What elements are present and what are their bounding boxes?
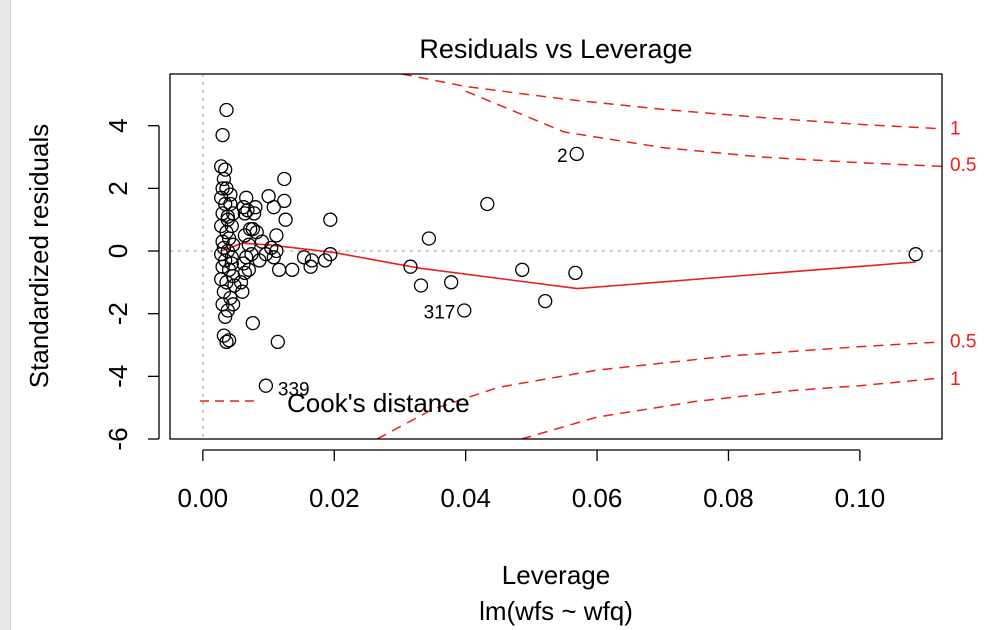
data-point-41 [225, 297, 241, 312]
x-tick-label-0: 0.00 [178, 483, 229, 513]
y-tick-label-5: -6 [103, 427, 133, 450]
data-point-89 [515, 262, 530, 277]
data-point-93 [908, 247, 923, 262]
data-point-70 [285, 262, 300, 277]
data-point-74 [252, 253, 267, 268]
x-tick-label-1: 0.02 [309, 483, 360, 513]
data-point-85 [421, 231, 437, 246]
cooks-label-3: 1 [950, 369, 961, 390]
window-left-edge [0, 0, 11, 630]
y-tick-label-3: -2 [103, 302, 133, 325]
cooks-label-1: 0.5 [950, 155, 976, 176]
chart-title: Residuals vs Leverage [419, 34, 692, 64]
point-label-0: 2 [557, 146, 568, 167]
plot-frame [169, 73, 943, 440]
data-point-36 [221, 333, 237, 348]
data-point-56 [246, 206, 262, 221]
x-tick-label-4: 0.08 [703, 483, 754, 513]
y-axis-label: Standardized residuals [24, 124, 54, 389]
reference-lines [170, 74, 942, 439]
cooks-distance-contours [376, 74, 942, 439]
point-label-1: 317 [424, 303, 456, 324]
y-tick-label-1: 2 [103, 181, 133, 195]
data-point-55 [245, 221, 260, 237]
cooks-contour-lower-0-5 [376, 341, 942, 439]
data-point-69 [271, 262, 287, 277]
data-point-88 [480, 196, 495, 212]
data-point-82 [323, 212, 338, 227]
legend-label: Cook's distance [287, 388, 470, 418]
cooks-contour-upper-0-5 [465, 90, 942, 168]
data-point-0 [219, 102, 234, 118]
data-point-92 [568, 265, 583, 281]
x-tick-label-2: 0.04 [440, 483, 491, 513]
data-point-60 [245, 315, 260, 331]
y-axis: 4 2 0 -2 -4 -6 [103, 118, 160, 451]
data-point-64 [277, 193, 292, 209]
data-point-2 [214, 159, 229, 174]
cooks-contour-lower-1 [521, 377, 942, 439]
legend: Cook's distance [200, 388, 470, 418]
data-point-77 [296, 250, 312, 265]
cooks-label-2: 0.5 [950, 331, 976, 352]
data-point-62 [266, 200, 281, 215]
data-point-68 [269, 243, 284, 259]
data-point-53 [235, 284, 250, 299]
data-point-34 [216, 328, 232, 343]
data-point-66 [269, 228, 284, 243]
data-point-23 [218, 253, 233, 268]
points-layer [214, 102, 923, 393]
data-point-81 [323, 247, 338, 262]
data-point-3 [218, 162, 233, 177]
data-point-42 [236, 200, 251, 215]
data-point-52 [237, 265, 253, 281]
data-point-33 [218, 309, 233, 324]
x-tick-label-3: 0.06 [572, 483, 623, 513]
data-point-28 [219, 275, 234, 290]
data-point-83 [403, 259, 418, 274]
y-tick-label-0: 4 [103, 118, 133, 132]
data-point-90 [538, 293, 553, 309]
data-point-75 [270, 334, 285, 350]
data-point-71 [266, 250, 281, 265]
y-tick-label-2: 0 [103, 244, 133, 258]
data-point-15 [219, 225, 234, 240]
data-point-45 [240, 203, 255, 218]
data-point-1 [215, 127, 230, 143]
data-point-57 [248, 200, 263, 215]
data-point-84 [413, 278, 429, 293]
data-point-65 [278, 212, 293, 227]
data-point-72 [254, 234, 270, 249]
data-point-87 [457, 303, 472, 318]
data-point-35 [219, 334, 234, 350]
data-point-76 [258, 378, 274, 393]
data-point-78 [303, 259, 318, 274]
data-point-4 [216, 171, 232, 187]
data-point-37 [223, 187, 238, 202]
x-axis: 0.00 0.02 0.04 0.06 0.08 0.10 [178, 449, 886, 513]
data-point-39 [224, 256, 239, 271]
data-point-51 [241, 262, 256, 277]
chart-subtitle: lm(wfs ~ wfq) [479, 596, 633, 626]
x-tick-label-5: 0.10 [835, 483, 886, 513]
point-labels-layer: 2 317 339 [278, 146, 568, 401]
cooks-label-0: 1 [950, 118, 961, 139]
data-point-91 [569, 146, 584, 162]
data-point-38 [220, 209, 235, 224]
y-tick-label-4: -4 [103, 365, 133, 388]
x-axis-label: Leverage [502, 560, 610, 590]
data-point-63 [277, 171, 292, 187]
cooks-contour-upper-1 [401, 74, 942, 130]
data-point-86 [444, 275, 459, 290]
data-point-54 [233, 275, 249, 290]
data-point-44 [237, 206, 253, 221]
point-label-2: 339 [278, 380, 310, 401]
